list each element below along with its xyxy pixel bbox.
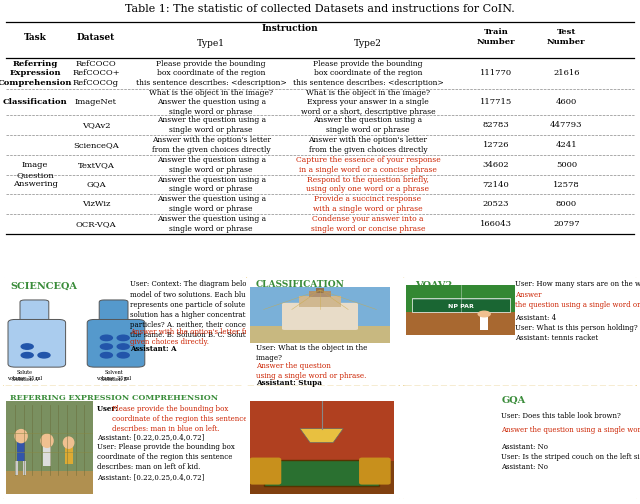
Text: Classification: Classification bbox=[3, 98, 68, 106]
Text: Image
Question
Answering: Image Question Answering bbox=[13, 161, 58, 188]
Circle shape bbox=[117, 352, 129, 358]
Bar bbox=[316, 288, 324, 293]
Circle shape bbox=[478, 311, 490, 317]
FancyBboxPatch shape bbox=[20, 300, 49, 328]
Text: Table 1: The statistic of collected Datasets and instructions for CoIN.: Table 1: The statistic of collected Data… bbox=[125, 4, 515, 14]
Text: 4241: 4241 bbox=[556, 141, 577, 149]
Text: User:: User: bbox=[97, 405, 120, 413]
Text: 12578: 12578 bbox=[553, 180, 580, 188]
Text: Answer the question
using a single word or phrase.: Answer the question using a single word … bbox=[255, 362, 366, 380]
FancyBboxPatch shape bbox=[1, 390, 246, 500]
Text: Solute
volume: 35 ml: Solute volume: 35 ml bbox=[7, 370, 42, 381]
FancyBboxPatch shape bbox=[87, 320, 145, 367]
Circle shape bbox=[63, 437, 74, 448]
Text: 12726: 12726 bbox=[483, 141, 509, 149]
Text: VQAV2: VQAV2 bbox=[415, 280, 452, 289]
Text: Solution A: Solution A bbox=[12, 377, 38, 382]
Text: Condense your answer into a
single word or concise phrase: Condense your answer into a single word … bbox=[311, 215, 425, 233]
Text: 20523: 20523 bbox=[483, 201, 509, 208]
Text: Answer with the option's letter
from the given choices directly: Answer with the option's letter from the… bbox=[308, 136, 428, 154]
Bar bbox=[6, 471, 93, 494]
Text: Solution B: Solution B bbox=[100, 377, 127, 382]
Text: Train
Number: Train Number bbox=[477, 29, 515, 46]
Text: Answer the question using a
single word or phrase: Answer the question using a single word … bbox=[314, 116, 422, 134]
Text: Capture the essence of your response
in a single word or a concise phrase: Capture the essence of your response in … bbox=[296, 156, 440, 174]
Text: User: Does this table look brown?: User: Does this table look brown? bbox=[501, 412, 621, 420]
Text: Answer the question using a
single word or phrase: Answer the question using a single word … bbox=[157, 176, 266, 194]
Text: RefCOCO
RefCOCO+
RefCOCOg: RefCOCO RefCOCO+ RefCOCOg bbox=[72, 60, 120, 87]
Bar bbox=[412, 298, 510, 312]
Bar bbox=[406, 285, 515, 312]
Text: 8000: 8000 bbox=[556, 201, 577, 208]
Text: Please provide the bounding box
coordinate of the region this sentence
describes: Please provide the bounding box coordina… bbox=[113, 405, 248, 433]
Text: Solvent
volume: 35 ml: Solvent volume: 35 ml bbox=[96, 370, 131, 381]
Text: 82783: 82783 bbox=[483, 121, 509, 129]
Bar bbox=[406, 312, 515, 335]
Circle shape bbox=[38, 352, 50, 358]
Text: 4600: 4600 bbox=[556, 98, 577, 106]
Text: GQA: GQA bbox=[501, 396, 525, 405]
Text: 20797: 20797 bbox=[553, 220, 580, 228]
Text: 166043: 166043 bbox=[480, 220, 512, 228]
FancyBboxPatch shape bbox=[1, 276, 246, 387]
Text: Answer the question using a
single word or phrase: Answer the question using a single word … bbox=[157, 116, 266, 134]
Text: Answer with the option's letter
from the given choices directly: Answer with the option's letter from the… bbox=[152, 136, 271, 154]
Text: Assistant: 4
User: What is this person holding?
Assistant: tennis racket: Assistant: 4 User: What is this person h… bbox=[515, 314, 638, 342]
Text: 34602: 34602 bbox=[483, 161, 509, 169]
Text: CLASSIFICATION: CLASSIFICATION bbox=[255, 280, 344, 289]
FancyBboxPatch shape bbox=[282, 303, 358, 330]
Bar bbox=[15, 461, 19, 475]
FancyBboxPatch shape bbox=[359, 458, 390, 485]
Text: Please provide the bounding
box coordinate of the region
this sentence describes: Please provide the bounding box coordina… bbox=[136, 59, 287, 87]
Text: Dataset: Dataset bbox=[77, 33, 115, 42]
Text: Referring
Expression
Comprehension: Referring Expression Comprehension bbox=[0, 60, 72, 87]
Bar bbox=[250, 461, 394, 494]
Text: What is the object in the image?
Answer the question using a
single word or phra: What is the object in the image? Answer … bbox=[149, 89, 273, 116]
Text: 117715: 117715 bbox=[480, 98, 512, 106]
Text: Answer the question using a
single word or phrase: Answer the question using a single word … bbox=[157, 196, 266, 213]
Text: Test
Number: Test Number bbox=[547, 29, 586, 46]
Circle shape bbox=[117, 335, 129, 341]
Text: REFERRING EXPRESSION COMPREHENSION: REFERRING EXPRESSION COMPREHENSION bbox=[10, 394, 218, 402]
Text: 21616: 21616 bbox=[553, 70, 580, 78]
Bar bbox=[43, 446, 51, 466]
Text: ScienceQA: ScienceQA bbox=[73, 141, 119, 149]
Text: Answer with the option's letter from the
given choices directly.: Answer with the option's letter from the… bbox=[131, 328, 273, 346]
Circle shape bbox=[100, 344, 113, 349]
Text: VQAv2: VQAv2 bbox=[82, 121, 110, 129]
Polygon shape bbox=[300, 428, 343, 443]
Circle shape bbox=[100, 335, 113, 341]
Circle shape bbox=[100, 352, 113, 358]
Bar bbox=[308, 291, 332, 297]
Text: Please provide the bounding
box coordinate of the region
this sentence describes: Please provide the bounding box coordina… bbox=[292, 59, 444, 87]
Text: Answer
the question using a single word or phrase.: Answer the question using a single word … bbox=[515, 291, 640, 309]
Text: 5000: 5000 bbox=[556, 161, 577, 169]
Text: Answer the question using a
single word or phrase: Answer the question using a single word … bbox=[157, 215, 266, 233]
Text: Assistant: A: Assistant: A bbox=[131, 345, 177, 353]
Text: Provide a succinct response
with a single word or phrase: Provide a succinct response with a singl… bbox=[313, 196, 423, 213]
Circle shape bbox=[15, 429, 27, 443]
Text: OCR-VQA: OCR-VQA bbox=[76, 220, 116, 228]
Text: GQA: GQA bbox=[86, 180, 106, 188]
Circle shape bbox=[21, 344, 33, 349]
Text: What is the object in the image?
Express your answer in a single
word or a short: What is the object in the image? Express… bbox=[301, 89, 435, 116]
Text: User: Context: The diagram below is a
model of two solutions. Each blue ball
rep: User: Context: The diagram below is a mo… bbox=[131, 280, 292, 339]
Text: Assistant: No
User: Is the striped couch on the left side?
Assistant: No: Assistant: No User: Is the striped couch… bbox=[501, 443, 640, 471]
FancyBboxPatch shape bbox=[99, 300, 128, 328]
Text: SCIENCEQA: SCIENCEQA bbox=[10, 282, 77, 290]
Bar bbox=[250, 326, 390, 343]
Text: Assistant: [0.22,0.25,0.4,0.72]
User: Please provide the bounding box
coordinate: Assistant: [0.22,0.25,0.4,0.72] User: Pl… bbox=[97, 433, 235, 481]
Text: ImageNet: ImageNet bbox=[75, 98, 117, 106]
Text: Respond to the question briefly,
using only one word or a phrase: Respond to the question briefly, using o… bbox=[307, 176, 429, 194]
FancyBboxPatch shape bbox=[401, 276, 639, 387]
FancyBboxPatch shape bbox=[8, 320, 66, 367]
Text: Answer the question using a single word or phrase.: Answer the question using a single word … bbox=[501, 426, 640, 434]
Text: 111770: 111770 bbox=[480, 70, 512, 78]
Text: Task: Task bbox=[24, 33, 47, 42]
Circle shape bbox=[117, 344, 129, 349]
Text: Instruction: Instruction bbox=[261, 24, 318, 33]
Bar bbox=[65, 448, 73, 464]
Text: Assistant: Stupa: Assistant: Stupa bbox=[255, 379, 322, 387]
Bar bbox=[23, 461, 26, 475]
Text: 447793: 447793 bbox=[550, 121, 582, 129]
